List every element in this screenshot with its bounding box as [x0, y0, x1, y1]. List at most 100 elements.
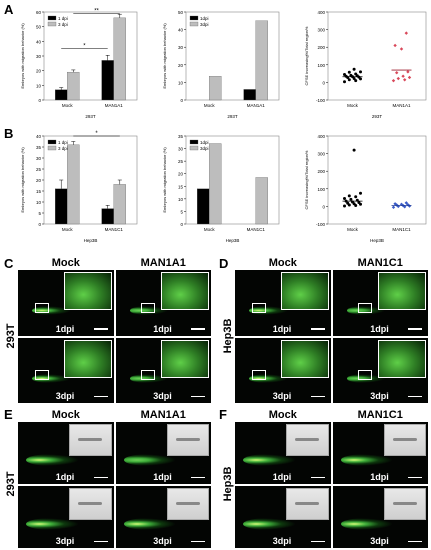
bar: [101, 208, 114, 225]
time-label: 1dpi: [272, 472, 292, 482]
y-tick-label: 0: [38, 222, 41, 227]
legend-swatch: [189, 145, 199, 151]
scale-bar: [408, 395, 422, 397]
column-title: Mock: [268, 257, 297, 269]
y-tick-label: 10: [36, 200, 42, 205]
y-tick-label: 5: [38, 211, 41, 216]
panel-letter-a: A: [4, 2, 14, 17]
micrograph-cell: 1dpi: [235, 270, 331, 336]
time-label: 1dpi: [153, 472, 172, 482]
zoom-inset: [378, 339, 426, 378]
zoom-inset: [161, 339, 209, 378]
data-point: [343, 204, 346, 208]
legend-swatch: [47, 139, 57, 145]
inset-box: [140, 370, 155, 381]
data-point: [406, 70, 410, 74]
time-label: 3dpi: [55, 536, 75, 546]
fluorescent-embryo: [243, 518, 296, 531]
y-tick-label: 40: [178, 28, 184, 33]
y-tick-label: 15: [36, 189, 42, 194]
data-point: [391, 205, 396, 209]
scale-bar: [93, 476, 108, 478]
inset-box: [357, 302, 372, 313]
fluorescent-embryo: [32, 306, 71, 315]
brightfield-embryo: [175, 502, 200, 506]
data-point: [347, 70, 351, 74]
brightfield-inset: [166, 488, 209, 520]
scale-bar: [310, 328, 325, 330]
micrograph-cell: 3dpi: [332, 337, 428, 403]
y-tick-label: 100: [317, 187, 325, 192]
y-tick-label: 10: [178, 197, 184, 202]
zoom-inset: [280, 339, 329, 378]
bar: [101, 60, 114, 101]
y-tick-label: 400: [317, 134, 325, 139]
chart-a-left: 0 10 20 30 40 50 60 Embryos with migration beha…: [20, 8, 138, 119]
zoom-inset: [280, 272, 329, 311]
data-point: [346, 201, 350, 205]
chart-b-right: -100 0 100 200 300 400 CFSE increasing%/Total …: [304, 134, 427, 243]
y-tick-label: 0: [180, 222, 183, 227]
column-title: MAN1A1: [140, 409, 186, 421]
legend-label: 1dpi: [200, 140, 209, 145]
y-tick-label: 35: [178, 134, 184, 139]
scale-bar: [408, 476, 422, 478]
y-tick-label: 35: [36, 145, 42, 150]
zoom-inset: [378, 272, 426, 311]
y-tick-label: 10: [178, 80, 184, 85]
data-point: [343, 80, 346, 84]
fluorescent-embryo: [32, 373, 71, 383]
micrograph-cell: 1dpi: [332, 422, 428, 484]
row-label: 293T: [5, 322, 17, 349]
x-tick-label: MAN1C1: [105, 227, 124, 232]
scale-bar: [310, 540, 325, 542]
y-tick-label: 25: [36, 167, 42, 172]
scale-bar: [310, 476, 325, 478]
legend-swatch: [47, 15, 57, 21]
brightfield-inset: [69, 424, 112, 456]
data-point: [357, 201, 361, 205]
micrograph-cell: 3dpi: [235, 486, 331, 548]
micrograph-cell: 3dpi: [115, 486, 211, 548]
data-point: [396, 76, 400, 81]
data-point: [359, 191, 362, 195]
fluorescent-embryo: [249, 306, 288, 315]
y-tick-label: 300: [317, 28, 325, 33]
data-point: [395, 71, 399, 75]
legend-label: 3 dpi: [58, 22, 68, 27]
fluorescent-embryo: [340, 518, 394, 531]
legend-label: 1 dpi: [58, 16, 68, 21]
y-tick-label: 20: [36, 178, 42, 183]
scale-bar: [408, 328, 422, 330]
x-tick-label: MAN1A1: [105, 103, 124, 108]
brightfield-embryo: [175, 438, 200, 442]
legend-swatch: [47, 145, 57, 151]
inset-box: [357, 370, 372, 381]
inset-box: [252, 302, 267, 313]
data-point: [354, 79, 358, 83]
brightfield-embryo: [392, 502, 417, 506]
scale-bar: [93, 395, 108, 397]
legend-swatch: [47, 21, 57, 27]
column-title: Mock: [51, 409, 80, 421]
time-label: 1dpi: [272, 323, 292, 334]
fluorescent-embryo: [26, 454, 79, 467]
time-label: 3dpi: [153, 536, 172, 546]
legend-label: 1 dpi: [58, 140, 68, 145]
micrograph-cell: 3dpi: [332, 486, 428, 548]
brightfield-inset: [383, 488, 426, 520]
time-label: 1dpi: [370, 323, 389, 334]
y-axis-label: Embryos with migration behavior (%): [20, 147, 25, 213]
x-tick-label: MAN1A1: [247, 103, 266, 108]
legend-label: 3dpi: [200, 146, 209, 151]
scale-bar: [310, 395, 325, 397]
bar: [113, 184, 126, 225]
panel-letter-b: B: [4, 126, 14, 141]
micrograph-cell: 1dpi: [235, 422, 331, 484]
time-label: 3dpi: [370, 536, 389, 546]
micrograph-cell: 1dpi: [115, 422, 211, 484]
data-point: [352, 67, 356, 71]
chart-b-middle: 0 5 10 15 20 25 30 35 Embryos with migration beh…: [162, 134, 280, 243]
time-label: 1dpi: [370, 472, 389, 482]
scale-bar: [93, 328, 108, 330]
